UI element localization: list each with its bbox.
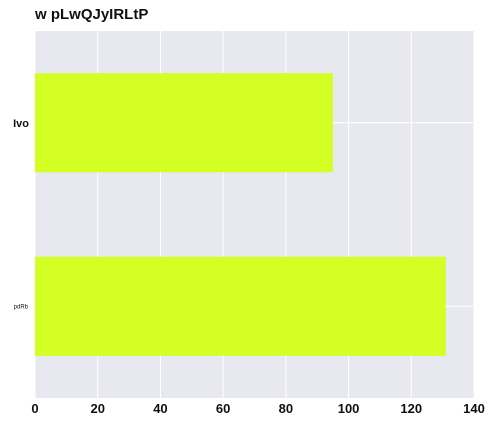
chart-title: w pLwQJyIRLtP — [35, 6, 149, 23]
x-tick-label: 20 — [90, 401, 104, 416]
y-tick-label: pdRb — [14, 304, 29, 310]
x-tick-label: 40 — [153, 401, 167, 416]
bars — [35, 73, 446, 356]
bar-pdrb — [35, 256, 446, 356]
x-tick-label: 140 — [463, 401, 485, 416]
y-tick-label: Ivo — [13, 118, 29, 130]
y-tick-labels: Ivo pdRb — [13, 118, 29, 311]
x-tick-labels: 0 20 40 60 80 100 120 140 — [31, 401, 484, 416]
x-tick-label: 100 — [338, 401, 360, 416]
x-tick-label: 120 — [400, 401, 422, 416]
bar-ivo — [35, 73, 333, 173]
x-tick-label: 80 — [279, 401, 293, 416]
x-tick-label: 60 — [216, 401, 230, 416]
x-tick-label: 0 — [31, 401, 38, 416]
